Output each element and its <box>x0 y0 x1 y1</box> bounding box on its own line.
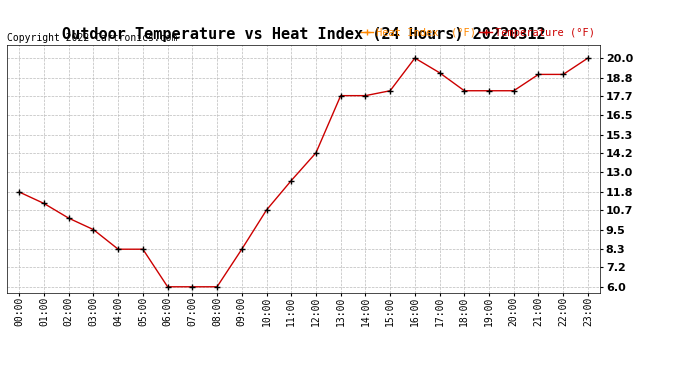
Text: Copyright 2022 Cartronics.com: Copyright 2022 Cartronics.com <box>7 33 177 42</box>
Title: Outdoor Temperature vs Heat Index (24 Hours) 20220312: Outdoor Temperature vs Heat Index (24 Ho… <box>62 27 545 42</box>
Legend: Heat Index  (°F), Temperature (°F): Heat Index (°F), Temperature (°F) <box>361 28 595 38</box>
